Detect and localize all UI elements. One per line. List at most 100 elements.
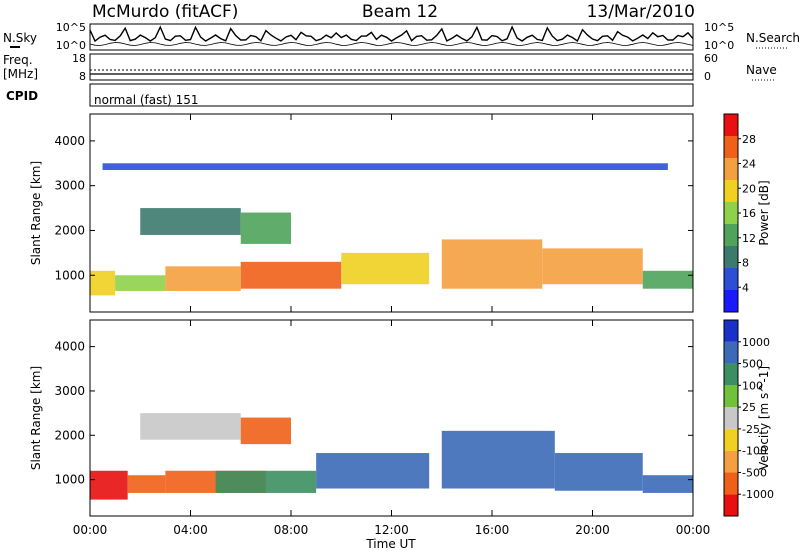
colorbar-swatch — [724, 114, 738, 136]
nave-tick-bottom: 0 — [704, 70, 711, 83]
colorbar-tick-label: 28 — [742, 133, 756, 146]
cpid-label: CPID — [6, 89, 38, 103]
velocity-y-axis: 1000 2000 3000 4000 — [54, 340, 693, 487]
noise-search-trace — [89, 42, 694, 46]
echo-region — [642, 475, 693, 493]
noise-panel-frame — [89, 23, 694, 51]
y-tick-label: 1000 — [54, 473, 85, 487]
colorbar-swatch — [724, 450, 738, 473]
x-axis-label: Time UT — [365, 537, 416, 551]
freq-label-line2: [MHz] — [3, 67, 38, 81]
echo-region — [102, 163, 668, 170]
power-heatmap — [90, 163, 693, 296]
colorbar-tick-label: 25 — [742, 401, 756, 414]
echo-region — [90, 470, 128, 500]
x-tick-label: 04:00 — [173, 523, 208, 537]
nave-tick-top: 60 — [704, 52, 718, 65]
colorbar-tick-label: -25 — [742, 423, 760, 436]
colorbar-swatch — [724, 136, 738, 158]
colorbar-tick-label: 8 — [742, 257, 749, 270]
colorbar-swatch — [724, 341, 738, 364]
x-tick-label: 00:00 — [676, 523, 711, 537]
power-colorbar: 28 24 20 16 12 8 4 — [723, 113, 756, 313]
noise-left-label: N.Sky — [3, 31, 37, 45]
colorbar-tick-label: 24 — [742, 158, 756, 171]
freq-tick-bottom: 8 — [79, 70, 86, 83]
colorbar-swatch — [724, 224, 738, 246]
power-y-label: Slant Range [km] — [29, 161, 43, 265]
echo-region — [441, 239, 543, 289]
colorbar-swatch — [724, 385, 738, 408]
x-tick-label: 08:00 — [274, 523, 309, 537]
colorbar-swatch — [724, 494, 738, 516]
colorbar-swatch — [724, 180, 738, 202]
echo-region — [441, 430, 555, 489]
echo-region — [542, 248, 643, 285]
colorbar-swatch — [724, 363, 738, 386]
beam-title: Beam 12 — [362, 2, 438, 22]
colorbar-tick-label: 12 — [742, 232, 756, 245]
echo-region — [115, 275, 166, 291]
noise-right-tick-bottom: 10^0 — [704, 39, 734, 52]
noise-sky-trace — [89, 25, 694, 43]
x-tick-label: 00:00 — [73, 523, 108, 537]
colorbar-tick-label: -1000 — [742, 488, 774, 501]
velocity-colorbar: 1000 500 100 25 -25 -100 -500 -1000 — [723, 319, 774, 517]
echo-region — [240, 212, 291, 244]
echo-region — [215, 470, 317, 493]
y-tick-label: 4000 — [54, 134, 85, 148]
y-tick-label: 4000 — [54, 340, 85, 354]
echo-region — [316, 453, 430, 489]
time-x-axis: 00:00 04:00 08:00 12:00 16:00 20:00 00:00 — [73, 114, 711, 537]
freq-tick-top: 18 — [72, 52, 86, 65]
x-tick-label: 20:00 — [575, 523, 610, 537]
echo-region — [90, 270, 116, 296]
colorbar-tick-label: -100 — [742, 445, 767, 458]
power-y-axis: 1000 2000 3000 4000 — [54, 134, 693, 282]
noise-left-tick-bottom: 10^0 — [56, 39, 86, 52]
colorbar-tick-label: 500 — [742, 358, 763, 371]
colorbar-swatch — [724, 290, 738, 312]
power-colorbar-label: Power [dB] — [757, 180, 771, 245]
colorbar-tick-label: 20 — [742, 182, 756, 195]
colorbar-swatch — [724, 428, 738, 451]
echo-region — [240, 417, 291, 445]
echo-region — [127, 475, 166, 493]
y-tick-label: 2000 — [54, 428, 85, 442]
station-title: McMurdo (fitACF) — [92, 2, 238, 22]
cpid-value: normal (fast) 151 — [94, 93, 198, 107]
echo-region — [341, 252, 430, 285]
colorbar-tick-label: -500 — [742, 466, 767, 479]
colorbar-tick-label: 100 — [742, 379, 763, 392]
echo-region — [642, 270, 693, 289]
y-tick-label: 3000 — [54, 179, 85, 193]
colorbar-swatch — [724, 407, 738, 429]
colorbar-tick-label: 1000 — [742, 336, 770, 349]
velocity-heatmap — [90, 413, 693, 500]
noise-right-label: N.Search — [746, 31, 800, 45]
date-title: 13/Mar/2010 — [587, 2, 695, 22]
freq-panel-frame — [89, 53, 694, 81]
colorbar-swatch — [724, 246, 738, 268]
colorbar-swatch — [724, 158, 738, 180]
echo-region — [140, 413, 241, 440]
colorbar-swatch — [724, 268, 738, 290]
colorbar-swatch — [724, 202, 738, 224]
x-tick-label: 16:00 — [475, 523, 510, 537]
velocity-colorbar-label: Velocity [m s^-1] — [757, 366, 771, 470]
noise-left-tick-top: 10^5 — [56, 21, 86, 34]
cpid-panel-frame — [89, 83, 694, 107]
colorbar-swatch — [724, 320, 738, 342]
x-tick-label: 12:00 — [374, 523, 409, 537]
velocity-y-label: Slant Range [km] — [29, 366, 43, 470]
y-tick-label: 2000 — [54, 223, 85, 237]
noise-right-tick-top: 10^5 — [704, 21, 734, 34]
echo-region — [140, 208, 241, 235]
echo-region — [554, 453, 643, 491]
y-tick-label: 1000 — [54, 268, 85, 282]
colorbar-tick-label: 16 — [742, 207, 756, 220]
echo-region — [165, 266, 241, 291]
colorbar-tick-label: 4 — [742, 281, 749, 294]
colorbar-swatch — [724, 472, 738, 495]
